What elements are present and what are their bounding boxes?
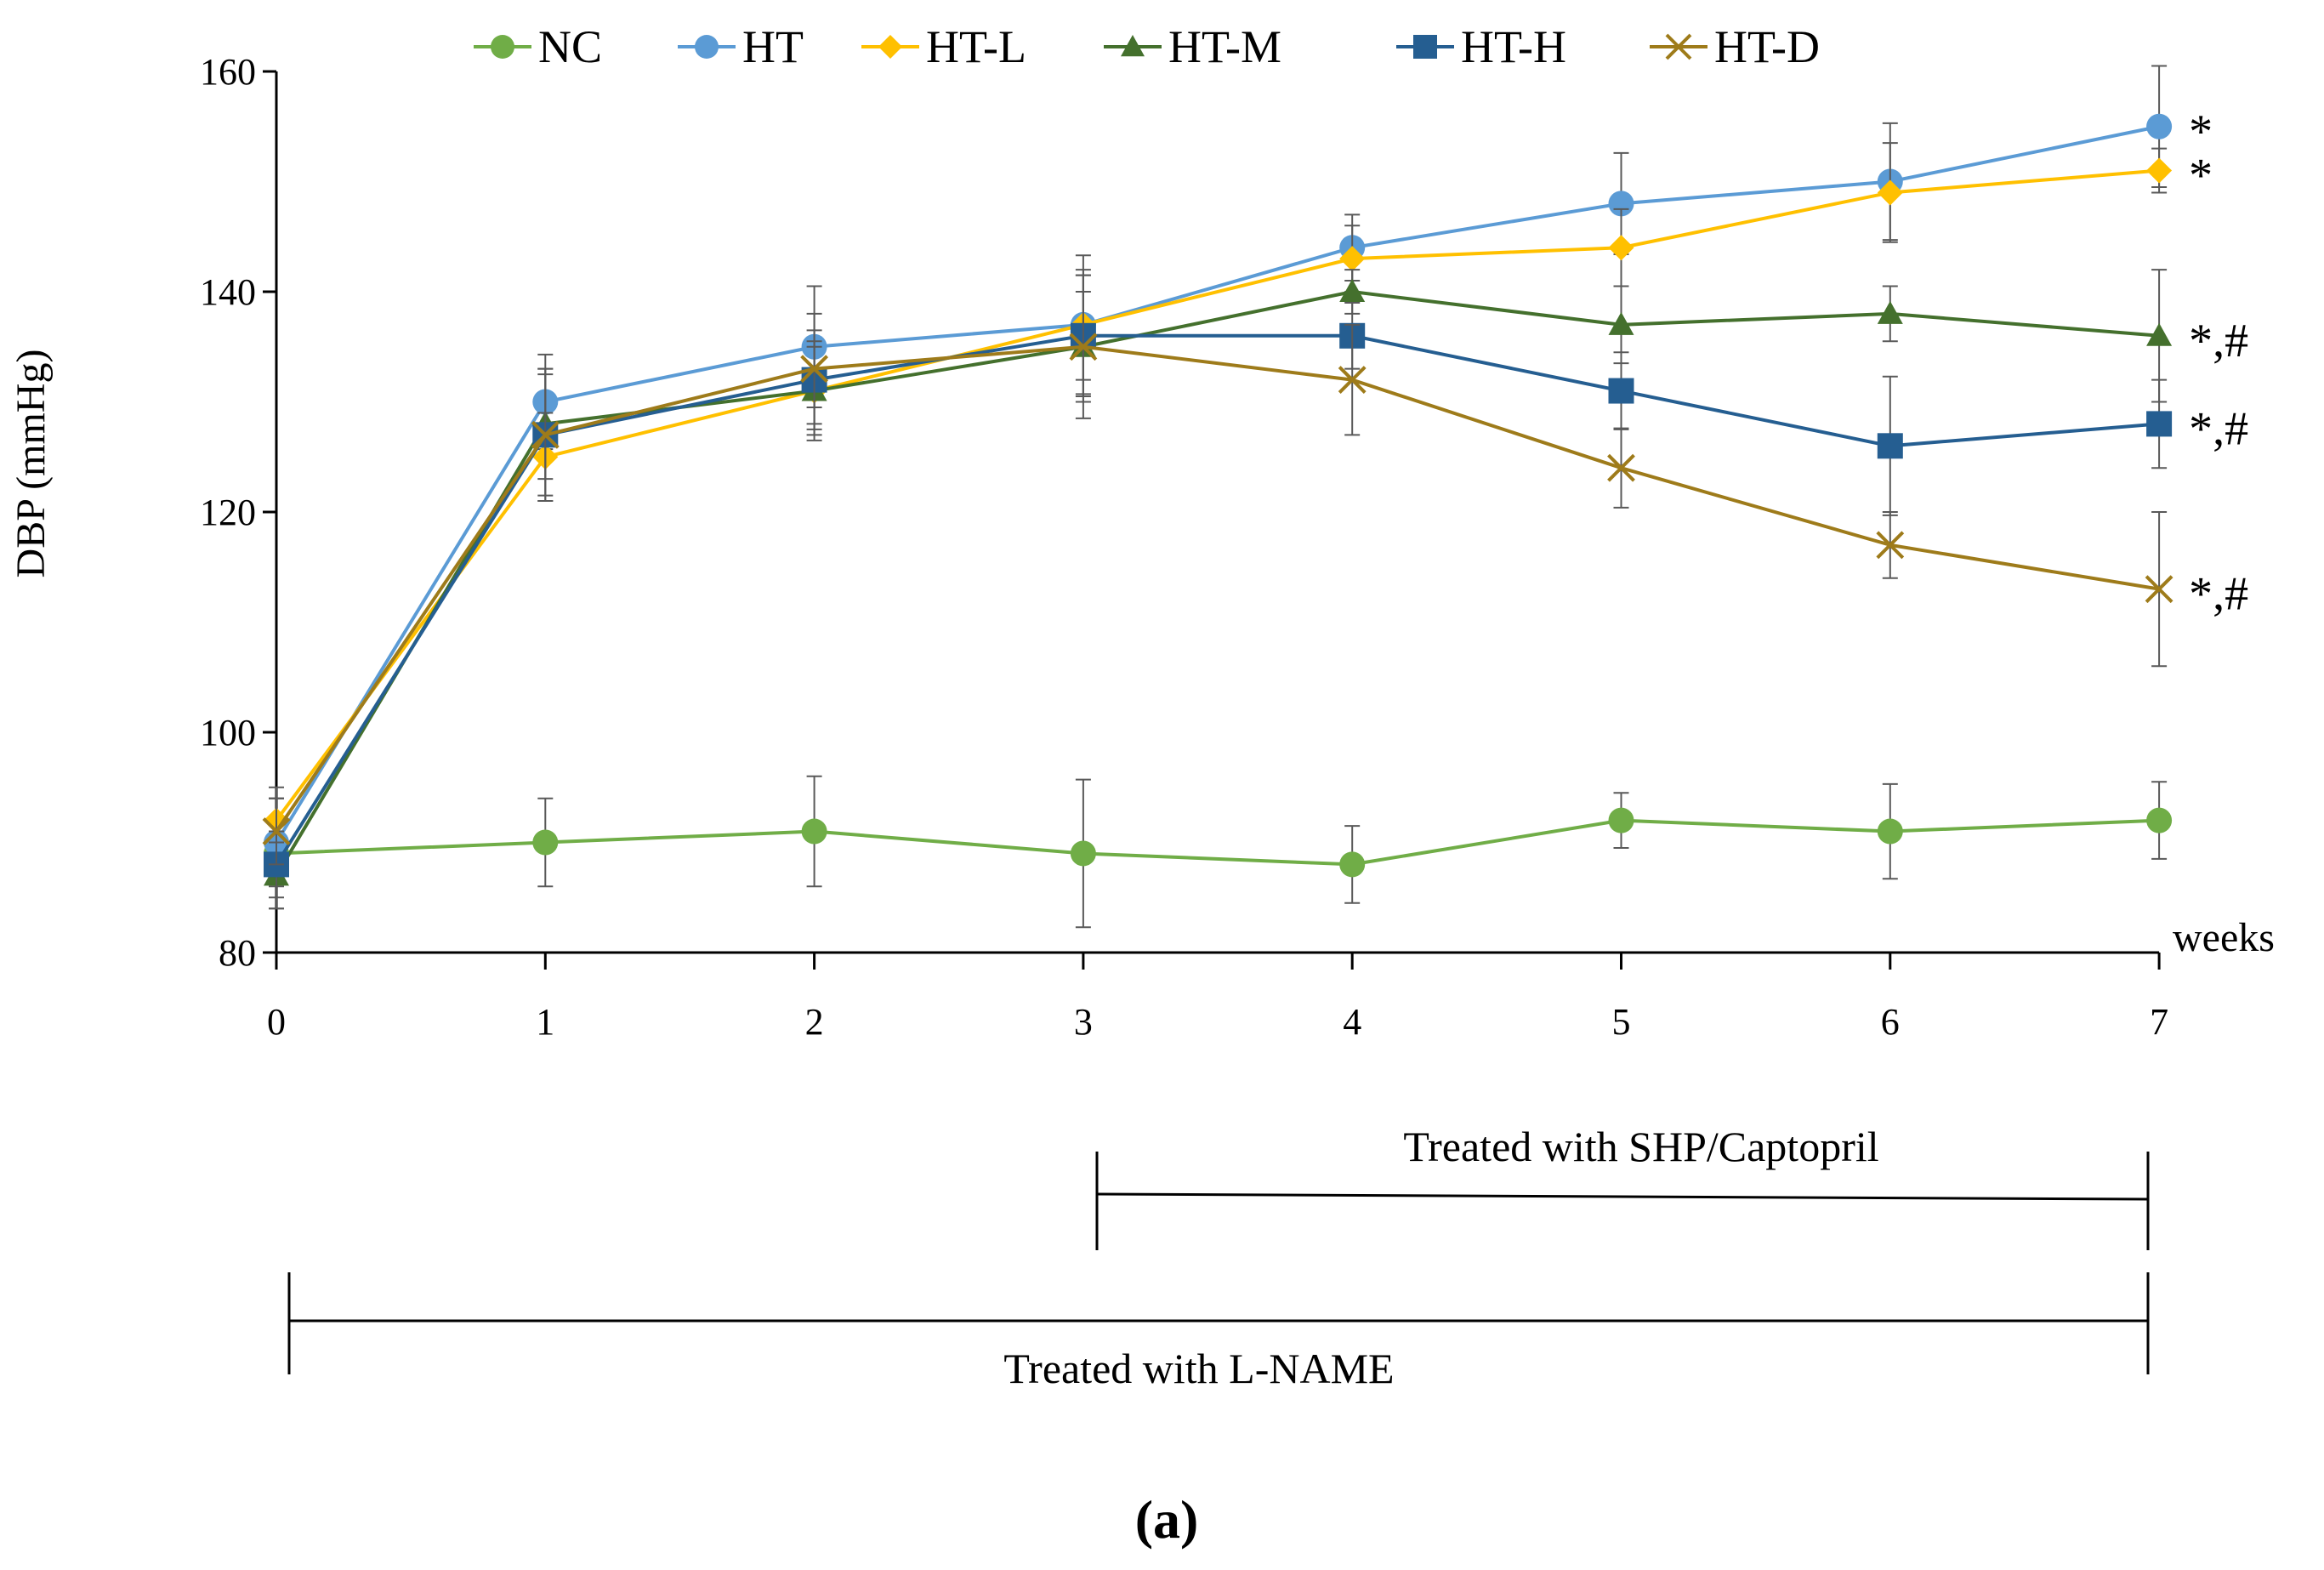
data-point-ht-l bbox=[2146, 157, 2173, 184]
data-point-ht-m bbox=[1608, 311, 1634, 335]
y-tick-label: 160 bbox=[200, 51, 256, 93]
shp-treatment-label: Treated with SHP/Captopril bbox=[1403, 1123, 1878, 1170]
x-tick-label: 0 bbox=[267, 1001, 286, 1043]
series-line-ht-d bbox=[275, 344, 2160, 833]
data-point-nc bbox=[1070, 840, 1096, 867]
legend-item-ht: HT bbox=[678, 21, 804, 72]
legend-item-ht-l: HT-L bbox=[861, 21, 1026, 72]
series-line-nc bbox=[276, 818, 2160, 867]
x-axis-title: weeks bbox=[2173, 915, 2275, 960]
series-line-ht-h bbox=[275, 333, 2160, 866]
x-tick-label: 3 bbox=[1074, 1001, 1093, 1043]
data-point-ht-d bbox=[1876, 531, 1905, 560]
data-point-nc bbox=[1339, 851, 1366, 878]
data-point-ht bbox=[2146, 113, 2173, 139]
series-ht-d bbox=[262, 274, 2173, 866]
lname-treatment-label: Treated with L-NAME bbox=[1003, 1345, 1394, 1392]
data-point-ht-h bbox=[1608, 378, 1634, 404]
data-point-nc bbox=[2146, 807, 2173, 833]
data-point-ht-m bbox=[1877, 300, 1903, 324]
legend-label-ht-m: HT-M bbox=[1168, 21, 1281, 72]
legend-label-ht: HT bbox=[742, 21, 804, 72]
data-point-ht-h bbox=[1877, 433, 1903, 459]
significance-ht-d: *,# bbox=[2189, 568, 2248, 621]
data-point-ht-d bbox=[262, 817, 291, 845]
series-line-ht-l bbox=[275, 168, 2160, 822]
data-point-ht-d bbox=[2145, 575, 2173, 604]
axes: 80 100 120 140 160 0 1 2 3 4 5 6 7 bbox=[200, 51, 2168, 1043]
series-ht-l bbox=[264, 142, 2173, 855]
y-tick-label: 80 bbox=[219, 932, 256, 974]
legend-item-ht-m: HT-M bbox=[1104, 21, 1281, 72]
legend: NC HT HT-L HT-M HT-H HT-D bbox=[474, 21, 1820, 72]
series-ht-m bbox=[264, 269, 2173, 910]
x-tick-label: 7 bbox=[2150, 1001, 2168, 1043]
legend-marker-ht-d bbox=[1665, 33, 1692, 60]
x-tick-label: 2 bbox=[805, 1001, 824, 1043]
data-point-ht-d bbox=[1607, 453, 1635, 482]
panel-label: (a) bbox=[1135, 1489, 1199, 1550]
data-point-ht-l bbox=[1339, 246, 1366, 272]
series-line-ht-m bbox=[275, 289, 2160, 877]
y-tick-label: 140 bbox=[200, 271, 256, 313]
data-point-nc bbox=[801, 818, 827, 845]
y-axis-title: DBP (mmHg) bbox=[9, 350, 54, 578]
data-point-nc bbox=[532, 829, 559, 856]
data-point-nc bbox=[1608, 807, 1634, 833]
data-point-ht-d bbox=[800, 355, 829, 384]
legend-label-ht-l: HT-L bbox=[926, 21, 1026, 72]
legend-item-nc: NC bbox=[474, 21, 602, 72]
legend-marker-ht-m bbox=[1121, 35, 1145, 57]
significance-ht-l: * bbox=[2189, 150, 2213, 202]
y-tick-label: 120 bbox=[200, 492, 256, 533]
significance-layer: ** *,# *,# *,# bbox=[2189, 105, 2248, 621]
series-nc bbox=[264, 775, 2173, 929]
series-layer bbox=[262, 65, 2173, 929]
data-point-nc bbox=[1877, 818, 1903, 845]
data-point-ht-m bbox=[1339, 279, 1366, 302]
legend-item-ht-d: HT-D bbox=[1650, 21, 1820, 72]
legend-label-nc: NC bbox=[538, 21, 602, 72]
data-point-ht-d bbox=[1069, 333, 1098, 361]
data-point-ht-h bbox=[2146, 411, 2173, 437]
data-point-ht-d bbox=[1338, 366, 1367, 395]
data-point-ht bbox=[1608, 191, 1634, 217]
x-tick-label: 5 bbox=[1612, 1001, 1631, 1043]
data-point-ht-m bbox=[2146, 322, 2173, 346]
significance-ht-h: *,# bbox=[2189, 402, 2248, 455]
legend-marker-ht-l bbox=[878, 35, 902, 59]
data-point-ht-l bbox=[1877, 179, 1903, 206]
legend-marker-nc bbox=[491, 35, 514, 59]
series-line-ht bbox=[275, 124, 2160, 844]
significance-ht-m: *,# bbox=[2189, 315, 2248, 367]
legend-label-ht-d: HT-D bbox=[1714, 21, 1820, 72]
data-point-ht-d bbox=[531, 420, 560, 449]
legend-marker-ht-h bbox=[1413, 35, 1437, 59]
data-point-ht-l bbox=[1608, 235, 1634, 261]
lname-treatment-bar: Treated with L-NAME bbox=[287, 1272, 2150, 1392]
legend-item-ht-h: HT-H bbox=[1396, 21, 1566, 72]
x-tick-label: 1 bbox=[536, 1001, 554, 1043]
legend-marker-ht bbox=[695, 35, 719, 59]
shp-treatment-bar: Treated with SHP/Captopril bbox=[1095, 1123, 2150, 1250]
significance-ht: * bbox=[2189, 105, 2213, 158]
legend-label-ht-h: HT-H bbox=[1461, 21, 1566, 72]
y-tick-label: 100 bbox=[200, 712, 256, 754]
x-tick-label: 6 bbox=[1881, 1001, 1900, 1043]
x-tick-label: 4 bbox=[1343, 1001, 1361, 1043]
